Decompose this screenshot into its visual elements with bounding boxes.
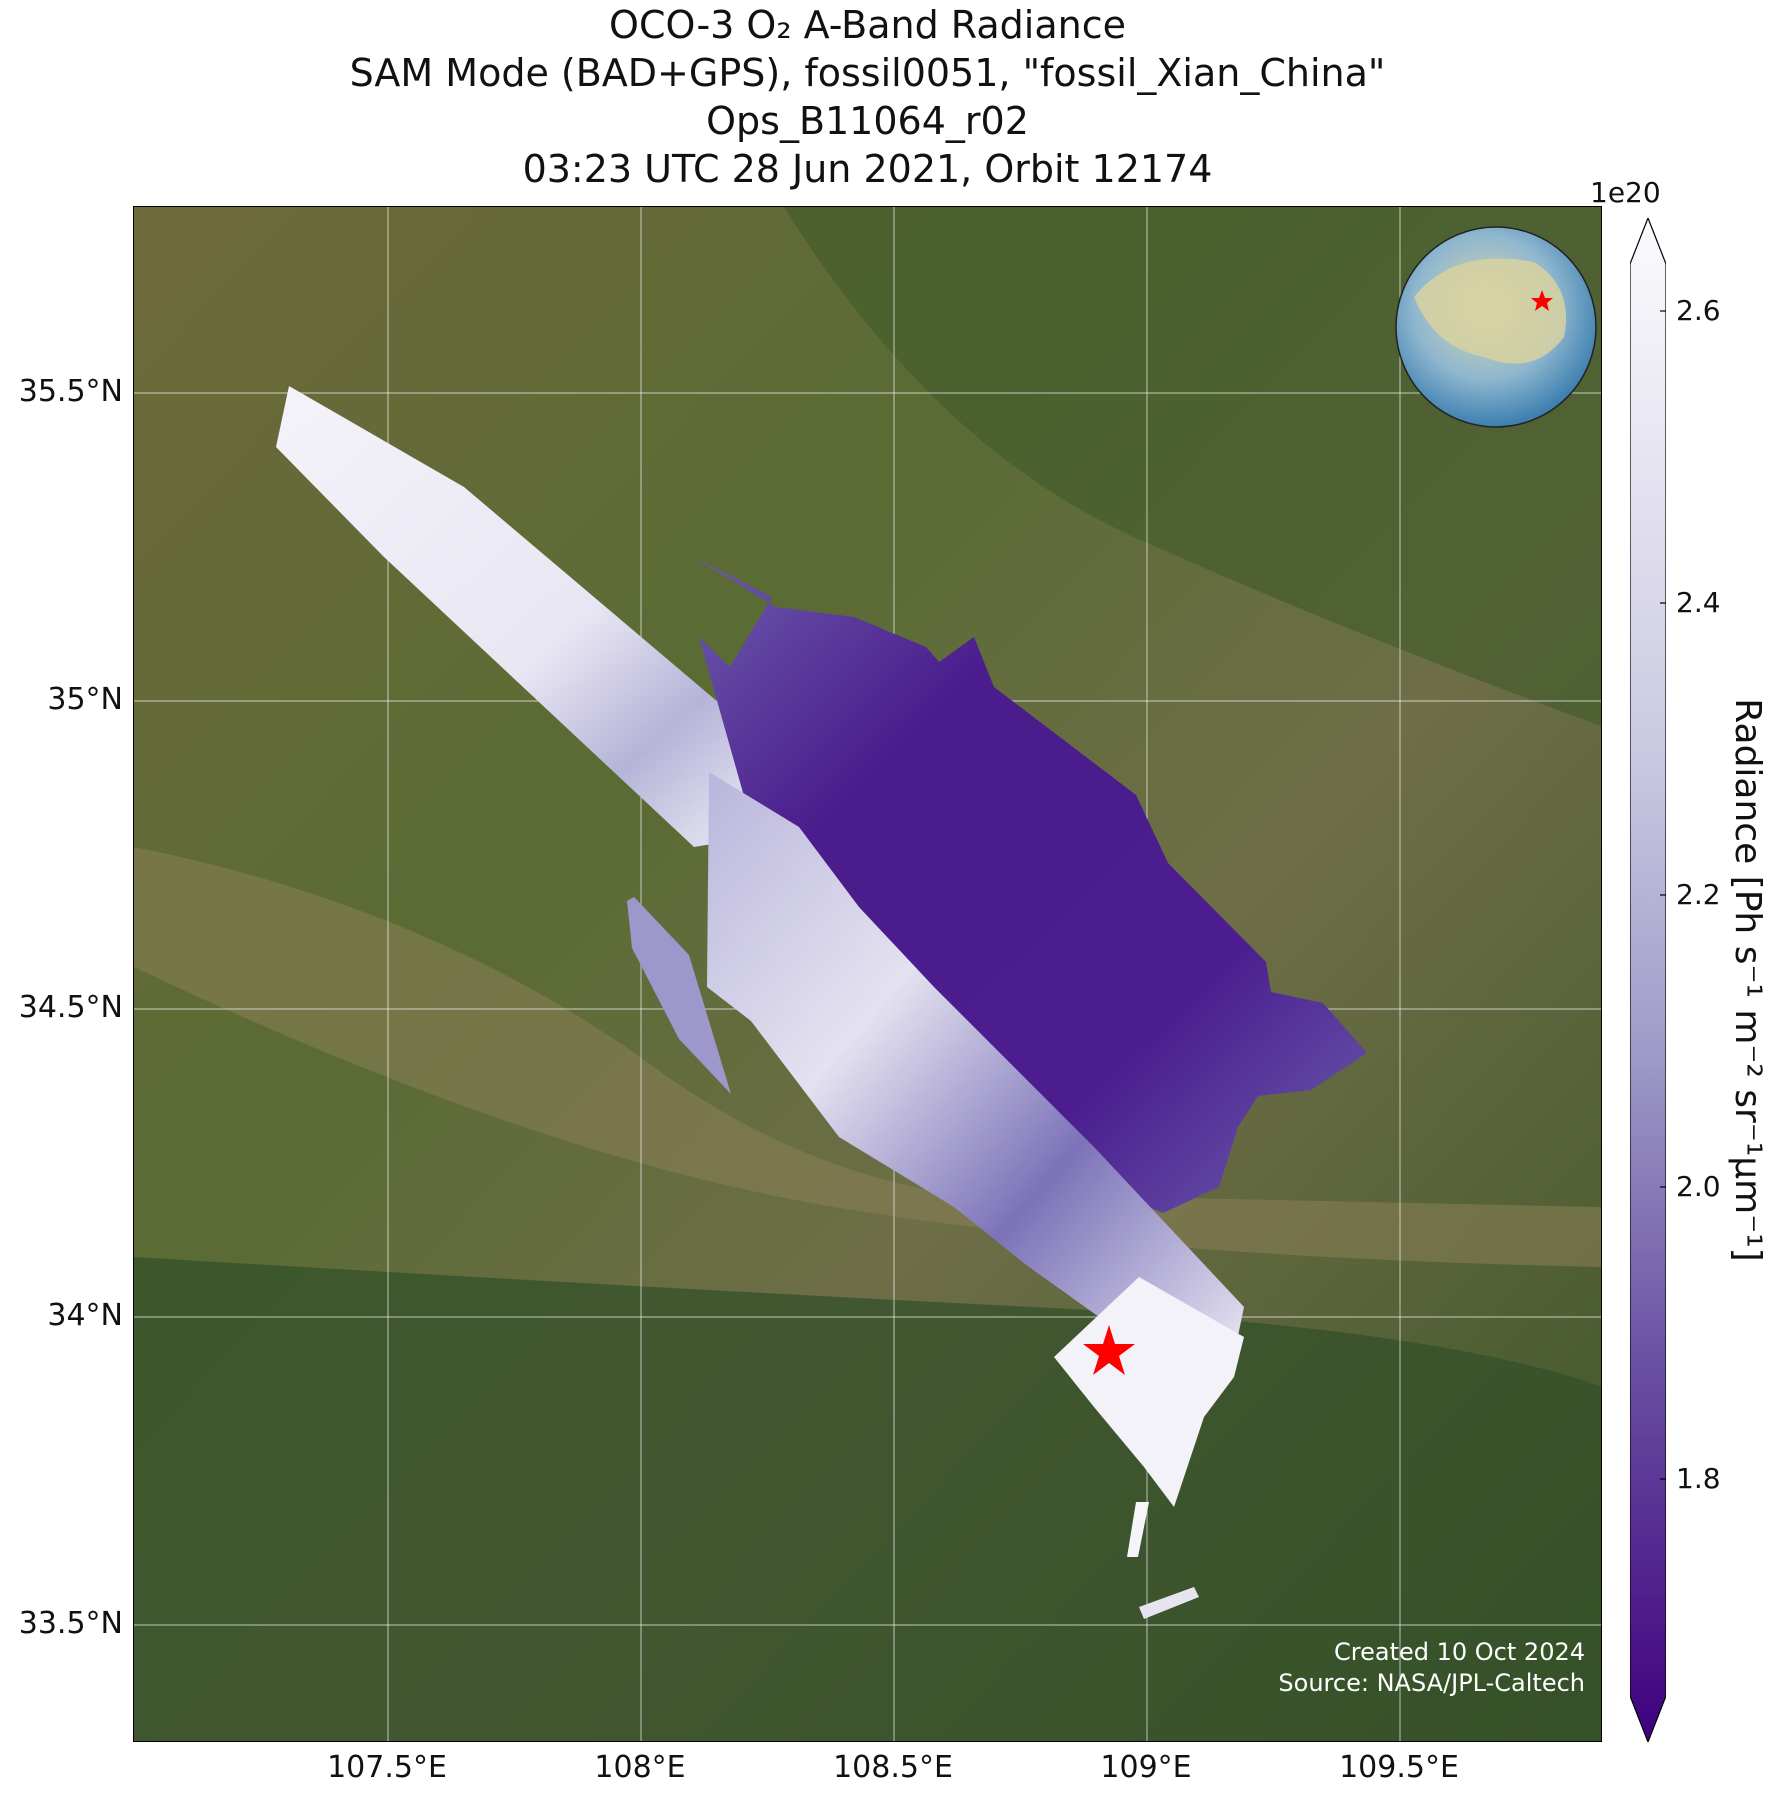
colorbar-tick-label: 1.8 [1676, 1462, 1721, 1495]
colorbar [1630, 218, 1666, 1742]
title-line-1: OCO-3 O₂ A-Band Radiance [609, 3, 1126, 47]
title-line-3: Ops_B11064_r02 [706, 99, 1029, 143]
valley-region [134, 847, 1601, 1267]
title-line-2: SAM Mode (BAD+GPS), fossil0051, "fossil_… [349, 51, 1386, 95]
qinling-mountains-region [134, 1257, 1601, 1741]
lon-tick-label: 109°E [1100, 1750, 1192, 1785]
map-canvas[interactable] [134, 207, 1602, 1742]
swath-east-dark [694, 557, 1367, 1213]
colorbar-tick-label: 2.0 [1676, 1170, 1721, 1203]
created-date: Created 10 Oct 2024 [1334, 1638, 1585, 1666]
source-credit: Source: NASA/JPL-Caltech [1278, 1669, 1585, 1697]
swath-south-edge [1054, 1277, 1244, 1507]
lat-tick-label: 35°N [47, 682, 123, 717]
lat-tick-label: 35.5°N [18, 374, 123, 409]
target-star-icon [1083, 1325, 1135, 1375]
lon-tick-label: 108.5°E [833, 1750, 953, 1785]
lon-tick-label: 109.5°E [1339, 1750, 1459, 1785]
colorbar-label: Radiance [Ph s⁻¹ m⁻² sr⁻¹μm⁻¹] [1727, 698, 1768, 1262]
lat-tick-label: 33.5°N [18, 1606, 123, 1641]
swath-fragment-west [627, 897, 731, 1094]
swath-strip-2 [1139, 1587, 1199, 1619]
swath-northwest [276, 386, 794, 847]
lat-tick-label: 34°N [47, 1298, 123, 1333]
map-panel[interactable] [133, 206, 1602, 1742]
swath-strip-1 [1127, 1502, 1149, 1557]
lon-tick-label: 108°E [594, 1750, 686, 1785]
lat-tick-label: 34.5°N [18, 990, 123, 1025]
colorbar-tick-label: 2.6 [1676, 294, 1721, 327]
colorbar-tick-label: 2.4 [1676, 586, 1721, 619]
swath-central [707, 772, 1244, 1387]
title-line-4: 03:23 UTC 28 Jun 2021, Orbit 12174 [522, 147, 1213, 191]
inset-globe-icon [1395, 226, 1597, 428]
colorbar-exponent: 1e20 [1590, 176, 1661, 209]
colorbar-tick-label: 2.2 [1676, 878, 1721, 911]
lon-tick-label: 107.5°E [327, 1750, 447, 1785]
globe-marker-star-icon [1531, 290, 1553, 311]
